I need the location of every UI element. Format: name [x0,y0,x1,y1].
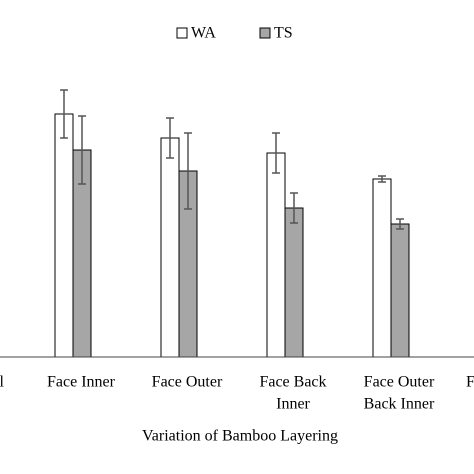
bar [266,152,286,358]
error-bar [378,175,386,183]
error-bar [60,89,68,139]
bar [54,113,74,358]
x-tick-label: l [0,374,5,391]
legend-swatch [176,27,188,39]
error-bar [166,117,174,159]
x-tick-label: Back Inner [364,396,435,413]
legend-label: TS [274,25,293,42]
error-bar [78,115,86,185]
x-tick-label: Face Outer [364,374,435,391]
error-bar [184,132,192,210]
x-tick-label: Face Outer [152,374,223,391]
bar [390,223,410,358]
x-tick-label: F [466,374,474,391]
error-bar [396,218,404,230]
legend-label: WA [191,25,216,42]
x-tick-label: Face Back [259,374,326,391]
x-axis-label: Variation of Bamboo Layering [142,428,338,445]
legend-swatch [259,27,271,39]
bar [372,178,392,358]
x-tick-label: Inner [276,396,310,413]
bar [160,137,180,358]
x-tick-label: Face Inner [47,374,116,391]
error-bar [272,132,280,174]
error-bar [290,192,298,224]
bar [284,207,304,358]
